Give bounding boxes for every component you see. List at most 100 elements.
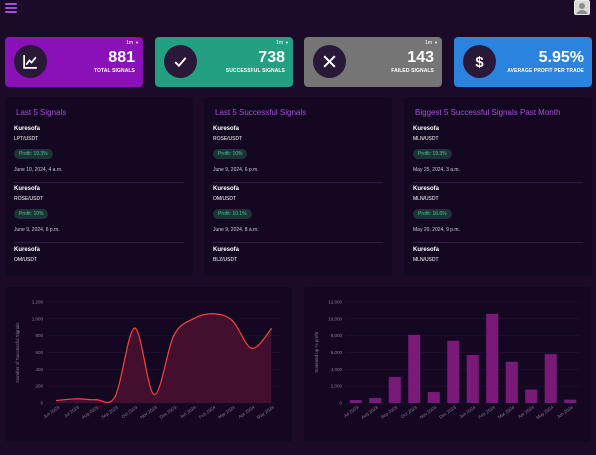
stat-value: 5.95%	[538, 49, 584, 66]
profit-badge: Profit: 19.3%	[413, 149, 452, 159]
panel-last-successful-signals: Last 5 Successful Signals Kuresofa ROSE/…	[204, 97, 392, 276]
x-tick-label: Aug 2023	[360, 404, 379, 419]
data-point	[55, 399, 58, 402]
bar	[388, 376, 401, 403]
bar	[564, 399, 577, 403]
y-tick-label: 0	[339, 401, 342, 406]
x-tick-label: Mar 2024	[217, 404, 236, 419]
stat-card-successful-signals: 1m ▼ 738 SUCCESSFUL SIGNALS	[155, 37, 293, 87]
y-tick-label: 1,000	[32, 316, 44, 321]
panel-title: Last 5 Successful Signals	[215, 108, 307, 117]
stat-card-failed-signals: 1m ▼ 143 FAILED SIGNALS	[304, 37, 442, 87]
bar	[505, 361, 518, 403]
bar-chart[interactable]: 0 2,000 4,000 6,000 8,000 10,000 12,000 Summed …	[304, 287, 591, 442]
top-bar	[0, 0, 596, 20]
x-tick-label: Dec 2023	[438, 404, 457, 419]
panel-last-signals: Last 5 Signals Kuresofa LPT/USDT Profit:…	[5, 97, 193, 276]
x-tick-label: Oct 2023	[400, 404, 418, 419]
bar	[525, 389, 538, 403]
x-tick-label: Feb 2024	[477, 404, 496, 419]
stat-label: FAILED SIGNALS	[391, 68, 434, 74]
x-tick-label: Apr 2024	[517, 404, 535, 419]
y-tick-label: 0	[40, 401, 43, 406]
x-tick-label: May 2024	[535, 404, 554, 420]
data-point	[172, 334, 175, 337]
x-tick-label: May 2024	[256, 404, 275, 420]
chart-panel-successful-signals: 0 200 400 600 800 1,000 1,200 Number of Success…	[5, 287, 292, 442]
profit-badge: Profit: 10.1%	[213, 209, 252, 219]
bar	[349, 400, 362, 403]
panel-title: Biggest 5 Successful Signals Past Month	[415, 108, 561, 117]
y-tick-label: 8,000	[331, 333, 343, 338]
profit-badge: Profit: 19.3%	[14, 149, 53, 159]
bar	[447, 340, 460, 403]
dollar-icon: $	[463, 45, 496, 78]
bar	[408, 334, 421, 403]
menu-icon[interactable]	[5, 3, 17, 13]
y-tick-label: 200	[35, 384, 43, 389]
data-point	[94, 398, 97, 401]
stat-value: 881	[108, 49, 135, 66]
data-point	[153, 393, 156, 396]
stat-label: AVERAGE PROFIT PER TRADE	[507, 68, 584, 74]
y-axis-label: Number of Successful Signals	[15, 322, 20, 383]
x-tick-label: Mar 2024	[497, 404, 516, 419]
stat-card-average-profit: $ 5.95% AVERAGE PROFIT PER TRADE	[454, 37, 592, 87]
check-icon	[164, 45, 197, 78]
y-tick-label: 4,000	[331, 367, 343, 372]
stat-label: SUCCESSFUL SIGNALS	[225, 68, 285, 74]
bar	[369, 397, 382, 403]
line-chart[interactable]: 0 200 400 600 800 1,000 1,200 Number of Success…	[5, 287, 292, 442]
data-point	[211, 312, 214, 315]
profit-badge: Profit: 10%	[14, 209, 49, 219]
chart-panel-profit: 0 2,000 4,000 6,000 8,000 10,000 12,000 Summed …	[304, 287, 591, 442]
svg-text:$: $	[475, 55, 484, 70]
data-point	[114, 395, 117, 398]
data-point	[250, 347, 253, 350]
chart-line-icon	[14, 45, 47, 78]
panel-biggest-signals: Biggest 5 Successful Signals Past Month …	[404, 97, 592, 276]
y-tick-label: 400	[35, 367, 43, 372]
range-dropdown[interactable]: 1m ▼	[425, 40, 438, 46]
data-point	[192, 318, 195, 320]
profit-badge: Profit: 10%	[213, 149, 248, 159]
y-tick-label: 10,000	[328, 316, 342, 321]
stat-label: TOTAL SIGNALS	[93, 68, 135, 74]
close-icon	[313, 45, 346, 78]
y-axis-label: Summed up % profit	[314, 331, 319, 373]
x-tick-label: Jul 2023	[343, 404, 360, 418]
data-point	[231, 319, 234, 322]
x-tick-label: Jun 2024	[556, 404, 574, 419]
bar	[427, 392, 440, 403]
x-tick-label: Jul 2023	[63, 404, 80, 418]
area-fill	[56, 313, 272, 403]
bar	[544, 354, 557, 403]
data-point	[133, 327, 136, 329]
data-point	[75, 397, 78, 400]
y-tick-label: 800	[35, 333, 43, 338]
x-tick-label: Apr 2024	[237, 404, 255, 419]
x-tick-label: Feb 2024	[198, 404, 217, 419]
y-tick-label: 1,200	[32, 300, 44, 305]
stat-card-total-signals: 1m ▼ 881 TOTAL SIGNALS	[5, 37, 143, 87]
x-tick-label: Sep 2023	[380, 404, 399, 419]
stat-value: 738	[258, 49, 285, 66]
profit-badge: Profit: 16.6%	[413, 209, 452, 219]
x-tick-label: Dec 2023	[159, 404, 178, 419]
range-dropdown[interactable]: 1m ▼	[126, 40, 139, 46]
data-point	[270, 328, 273, 330]
y-tick-label: 600	[35, 350, 43, 355]
x-tick-label: Jan 2024	[179, 404, 197, 419]
bar	[486, 313, 499, 403]
stat-value: 143	[407, 49, 434, 66]
x-tick-label: Nov 2023	[419, 404, 438, 419]
x-tick-label: Oct 2023	[120, 404, 138, 419]
panel-title: Last 5 Signals	[16, 108, 67, 117]
y-tick-label: 12,000	[328, 300, 342, 305]
range-dropdown[interactable]: 1m ▼	[276, 40, 289, 46]
bar	[466, 355, 479, 403]
x-tick-label: Nov 2023	[139, 404, 158, 419]
user-avatar[interactable]	[574, 0, 590, 15]
x-tick-label: Jun 2023	[42, 404, 60, 419]
y-tick-label: 6,000	[331, 350, 343, 355]
